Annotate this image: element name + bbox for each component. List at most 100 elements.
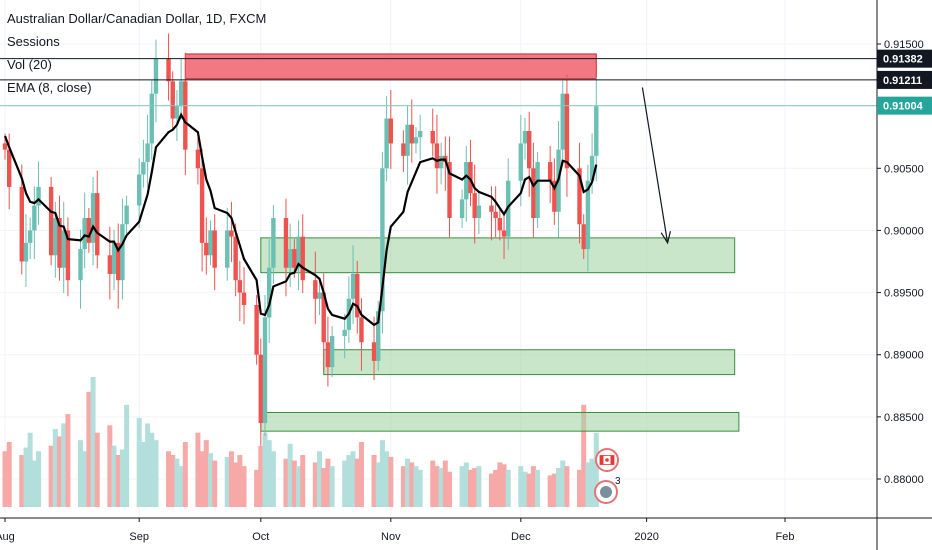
x-tick-label: Nov <box>381 531 401 543</box>
candle-body <box>401 143 406 156</box>
volume-bar <box>23 447 29 507</box>
volume-bar <box>111 445 117 507</box>
candle-body <box>409 124 414 144</box>
price-tag-bg <box>877 96 932 115</box>
candle-body <box>170 81 175 119</box>
volume-bar <box>358 442 364 507</box>
volume-bar <box>430 460 436 507</box>
volume-bar <box>287 443 293 507</box>
volume-bar <box>233 462 239 507</box>
study-sessions[interactable]: Sessions <box>7 34 60 49</box>
volume-bar <box>317 451 323 507</box>
candle-body <box>166 58 171 82</box>
chart-legend: Australian Dollar/Canadian Dollar, 1D, F… <box>7 7 266 99</box>
candle-body <box>317 292 322 299</box>
candle-body <box>464 162 469 200</box>
candle-body <box>195 149 201 169</box>
volume-bar <box>476 466 482 507</box>
volume-bar <box>65 414 71 507</box>
x-tick-label: Sep <box>129 531 149 543</box>
candle-body <box>183 81 188 150</box>
volume-bar <box>300 455 306 507</box>
candle-body <box>53 218 58 256</box>
arrow-shaft <box>641 87 669 243</box>
candle-body <box>258 354 264 424</box>
volume-bar <box>560 460 566 507</box>
candle-body <box>116 242 121 281</box>
candle-body <box>32 205 37 231</box>
volume-bar <box>124 404 130 507</box>
volume-bar <box>589 458 595 507</box>
candle-body <box>434 143 440 169</box>
volume-bar <box>551 473 557 507</box>
candle-body <box>577 168 582 225</box>
candle-body <box>149 93 154 144</box>
volume-bar <box>182 442 188 507</box>
candle-body <box>153 58 159 94</box>
candle-body <box>359 317 364 343</box>
volume-bar <box>199 451 205 507</box>
volume-bar <box>19 455 25 507</box>
x-tick-label: Dec <box>511 531 531 543</box>
candle-body <box>535 162 540 218</box>
candle-body <box>111 242 117 274</box>
volume-bar <box>497 462 503 507</box>
volume-bar <box>434 466 440 507</box>
candle-body <box>174 106 180 119</box>
x-tick-label: 2020 <box>634 531 658 543</box>
candle-body <box>36 186 41 206</box>
volume-bar <box>350 451 356 507</box>
candle-body <box>48 186 54 256</box>
candle-body <box>296 236 301 268</box>
volume-bar <box>57 436 63 507</box>
candle-body <box>531 168 536 218</box>
candle-body <box>229 230 234 237</box>
volume-bar <box>296 466 302 507</box>
study-volume[interactable]: Vol (20) <box>7 57 52 72</box>
volume-bar <box>564 466 570 507</box>
earnings-icon[interactable]: 3 <box>594 476 621 504</box>
volume-bar <box>405 458 411 507</box>
candle-body <box>300 236 305 281</box>
ema-line <box>3 112 598 327</box>
candle-body <box>447 162 452 218</box>
volume-bar <box>325 458 331 507</box>
candle-body <box>254 305 259 355</box>
volume-bar <box>447 471 453 507</box>
event-icons[interactable]: 3 <box>594 448 621 504</box>
study-ema[interactable]: EMA (8, close) <box>7 80 92 95</box>
volume-bar <box>493 469 499 507</box>
volume-bar <box>237 455 243 507</box>
volume-bar <box>556 468 562 507</box>
candle-body <box>380 168 385 312</box>
volume-bar <box>585 462 591 507</box>
candle-body <box>178 81 184 107</box>
volume-bar <box>442 460 448 507</box>
canada-flag-icon[interactable] <box>595 448 619 472</box>
volume-bar <box>86 391 92 507</box>
y-tick-label: 0.90500 <box>884 163 924 175</box>
candle-body <box>266 267 272 318</box>
volume-bar <box>459 466 465 507</box>
symbol-title[interactable]: Australian Dollar/Canadian Dollar, 1D, F… <box>7 11 267 26</box>
candle-body <box>526 131 532 169</box>
volume-bar <box>140 442 146 507</box>
volume-bar <box>90 377 96 507</box>
candle-body <box>468 162 473 194</box>
volume-bar <box>438 468 444 507</box>
candle-body <box>124 205 129 225</box>
volume-bar <box>577 469 583 507</box>
volume-bar <box>409 462 415 507</box>
candle-body <box>329 336 335 368</box>
candle-body <box>564 93 570 169</box>
zones <box>184 53 740 432</box>
candle-body <box>547 162 553 181</box>
candle-body <box>430 131 435 144</box>
price-tag-bg <box>877 49 932 68</box>
candle-body <box>23 242 29 262</box>
candle-body <box>585 180 591 250</box>
volume-bar <box>52 429 58 507</box>
volume-bar <box>170 455 176 507</box>
